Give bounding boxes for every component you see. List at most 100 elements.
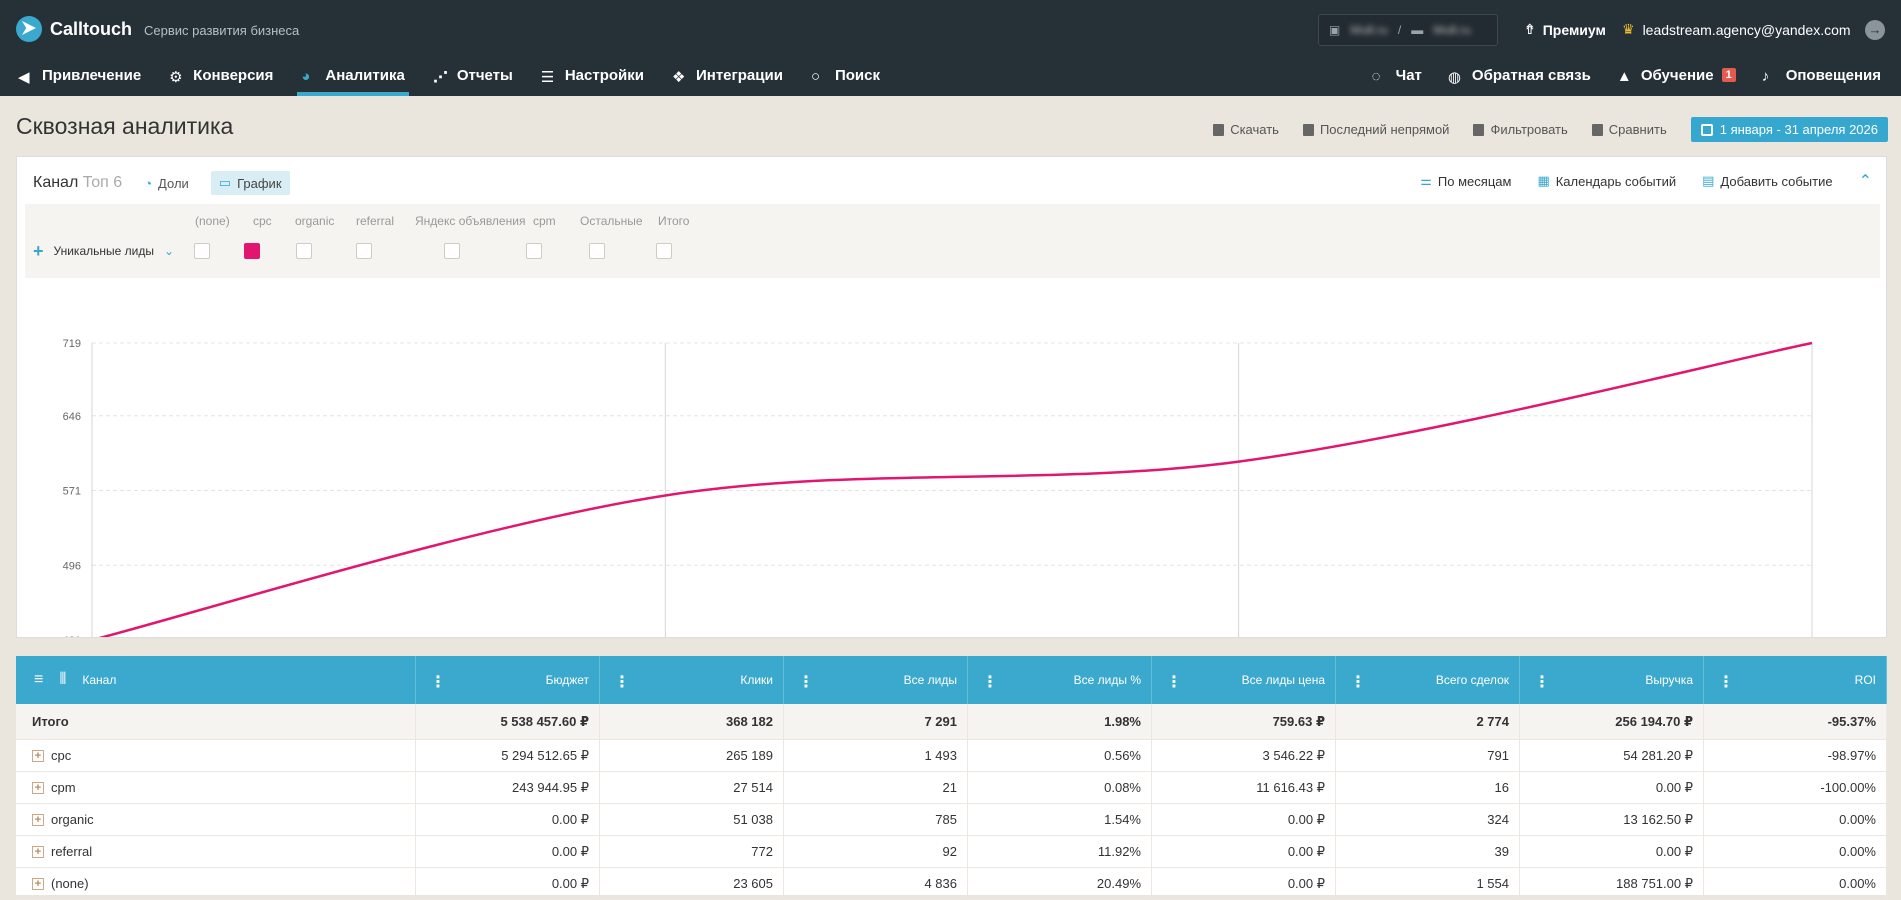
nav-label: Обратная связь: [1471, 66, 1591, 84]
user-menu[interactable]: ♛ leadstream.agency@yandex.com: [1622, 21, 1851, 38]
column-header[interactable]: ⋮ Все лиды цена: [1152, 656, 1336, 704]
table-row[interactable]: + organic 0.00 ₽ 51 038 785 1.54% 0.00 ₽ 324 13 …: [16, 804, 1887, 836]
download-button[interactable]: Скачать: [1213, 122, 1279, 137]
table-row[interactable]: + referral 0.00 ₽ 772 92 11.92% 0.00 ₽ 39 0.00 ₽…: [16, 836, 1887, 868]
y-tick-label: 496: [63, 560, 81, 572]
column-header[interactable]: ≡ ⦀ Канал: [16, 656, 416, 704]
expand-icon[interactable]: +: [32, 781, 44, 794]
nav-item-integratsii[interactable]: ❖ Интеграции: [672, 63, 783, 87]
series-toggle-referral[interactable]: [356, 243, 372, 259]
nav-item-privlechenie[interactable]: ◀ Привлечение: [18, 63, 141, 87]
date-range-button[interactable]: 1 января - 31 апреля 2026: [1690, 117, 1888, 142]
column-menu-icon[interactable]: ⋮: [1718, 674, 1734, 691]
column-header[interactable]: ⋮ Все лиды: [784, 656, 968, 704]
column-menu-icon[interactable]: ⋮: [1350, 674, 1366, 691]
calltouch-logo-icon: [16, 16, 42, 42]
cell-value: 324: [1487, 812, 1509, 827]
nav-item-poisk[interactable]: ○ Поиск: [811, 63, 880, 87]
series-toggle-yandex[interactable]: [444, 243, 460, 259]
compare-button[interactable]: Сравнить: [1591, 122, 1667, 137]
table-cell: + cpc: [16, 740, 416, 771]
brand-subtitle: Сервис развития бизнеса: [144, 23, 300, 38]
columns-icon[interactable]: ⦀: [59, 671, 67, 688]
collapse-button[interactable]: ⌃: [1859, 171, 1872, 191]
cell-value: 785: [935, 812, 957, 827]
column-header[interactable]: ⋮ ROI: [1704, 656, 1887, 704]
crown-icon: ♛: [1622, 21, 1635, 37]
column-menu-icon[interactable]: ⋮: [614, 674, 630, 691]
cell-value: -98.97%: [1827, 748, 1876, 763]
table-cell: 13 162.50 ₽: [1520, 804, 1704, 835]
column-label: Все лиды цена: [1241, 673, 1325, 687]
column-header[interactable]: ⋮ Все лиды %: [968, 656, 1152, 704]
plus-icon[interactable]: +: [33, 241, 44, 261]
table-cell: + (none): [16, 868, 416, 899]
column-label: Всего сделок: [1435, 673, 1509, 687]
column-label: Все лиды %: [1073, 673, 1141, 687]
metric-selector[interactable]: + Уникальные лиды ⌄: [33, 241, 174, 261]
table-row[interactable]: + (none) 0.00 ₽ 23 605 4 836 20.49% 0.00 ₽ 1 55…: [16, 868, 1887, 900]
series-toggle-other[interactable]: [589, 243, 605, 259]
share-toggle[interactable]: ◔ Доли: [136, 172, 197, 195]
table-cell: 0.56%: [968, 740, 1152, 771]
nav-item-feedback[interactable]: ◍ Обратная связь: [1448, 63, 1591, 87]
add-event-button[interactable]: ▤ Добавить событие: [1702, 173, 1832, 189]
logout-icon[interactable]: →: [1865, 20, 1885, 40]
nav-item-obuchenie[interactable]: ▲ Обучение 1: [1617, 63, 1736, 87]
logo[interactable]: Calltouch: [16, 16, 132, 42]
column-header[interactable]: ⋮ Бюджет: [416, 656, 600, 704]
expand-icon[interactable]: +: [32, 749, 44, 762]
total-row[interactable]: Итого 5 538 457.60 ₽ 368 182 7 291 1.98% 759.…: [16, 704, 1887, 740]
column-header[interactable]: ⋮ Всего сделок: [1336, 656, 1520, 704]
cell-value: 27 514: [733, 780, 773, 795]
nav-item-opovescheniya[interactable]: ♪ Оповещения: [1762, 63, 1881, 87]
column-header[interactable]: ⋮ Клики: [600, 656, 784, 704]
page-title: Сквозная аналитика: [16, 113, 234, 139]
line-chart-icon: ⋰: [432, 69, 448, 86]
nav-item-chat[interactable]: ◌ Чат: [1372, 63, 1422, 87]
attribution-button[interactable]: Последний непрямой: [1302, 122, 1449, 137]
nav-item-analitika[interactable]: ◕ Аналитика: [297, 63, 410, 96]
column-menu-icon[interactable]: ⋮: [430, 674, 446, 691]
expand-icon[interactable]: +: [32, 877, 44, 890]
filter-button[interactable]: Фильтровать: [1473, 122, 1568, 137]
expand-icon[interactable]: +: [32, 845, 44, 858]
table-cell: 785: [784, 804, 968, 835]
cell-value: 265 189: [726, 748, 773, 763]
series-toggle-cpm[interactable]: [526, 243, 542, 259]
table-cell: -98.97%: [1704, 740, 1887, 771]
table-row[interactable]: + cpc 5 294 512.65 ₽ 265 189 1 493 0.56% 3 546…: [16, 740, 1887, 772]
cell-value: 0.56%: [1104, 748, 1141, 763]
series-toggle-organic[interactable]: [296, 243, 312, 259]
project-separator: /: [1397, 23, 1402, 37]
premium-badge[interactable]: ⇮ Премиум: [1524, 21, 1606, 38]
series-toggle-cpc[interactable]: [244, 243, 260, 259]
bar-chart-icon: [1302, 123, 1314, 136]
column-header[interactable]: ⋮ Выручка: [1520, 656, 1704, 704]
table-cell: 16: [1336, 772, 1520, 803]
table-cell: 0.00 ₽: [1152, 836, 1336, 867]
cell-value: 5 294 512.65 ₽: [501, 747, 589, 763]
series-toggle-total[interactable]: [656, 243, 672, 259]
graph-toggle[interactable]: ▭ График: [210, 171, 290, 195]
column-menu-icon[interactable]: ⋮: [982, 674, 998, 691]
project-selector[interactable]: ▣ Мой.ru / ▬ Мой.ru: [1318, 14, 1498, 46]
nav-item-otchety[interactable]: ⋰ Отчеты: [433, 63, 513, 87]
series-toggle-none[interactable]: [194, 243, 210, 259]
events-calendar-button[interactable]: ▦ Календарь событий: [1537, 173, 1676, 189]
main-nav: ◀ Привлечение ⚙ Конверсия ◕ Аналитика ⋰ Отче…: [18, 63, 880, 96]
nav-item-konversiya[interactable]: ⚙ Конверсия: [169, 63, 273, 87]
series-head-other: Остальные: [580, 214, 643, 228]
secondary-nav: ◌ Чат ◍ Обратная связь ▲ Обучение 1 ♪ Оповеще…: [1372, 63, 1881, 87]
menu-icon[interactable]: ≡: [34, 671, 44, 688]
table-cell: 5 538 457.60 ₽: [416, 704, 600, 739]
table-row[interactable]: + cpm 243 944.95 ₽ 27 514 21 0.08% 11 616.43 ₽…: [16, 772, 1887, 804]
by-month-button[interactable]: ⚌ По месяцам: [1420, 173, 1511, 189]
expand-icon[interactable]: +: [32, 813, 44, 826]
by-month-label: По месяцам: [1437, 173, 1512, 189]
column-menu-icon[interactable]: ⋮: [1534, 674, 1550, 691]
nav-item-nastroyki[interactable]: ☰ Настройки: [541, 63, 644, 87]
column-menu-icon[interactable]: ⋮: [798, 674, 814, 691]
table-cell: -95.37%: [1704, 704, 1887, 739]
column-menu-icon[interactable]: ⋮: [1166, 674, 1182, 691]
